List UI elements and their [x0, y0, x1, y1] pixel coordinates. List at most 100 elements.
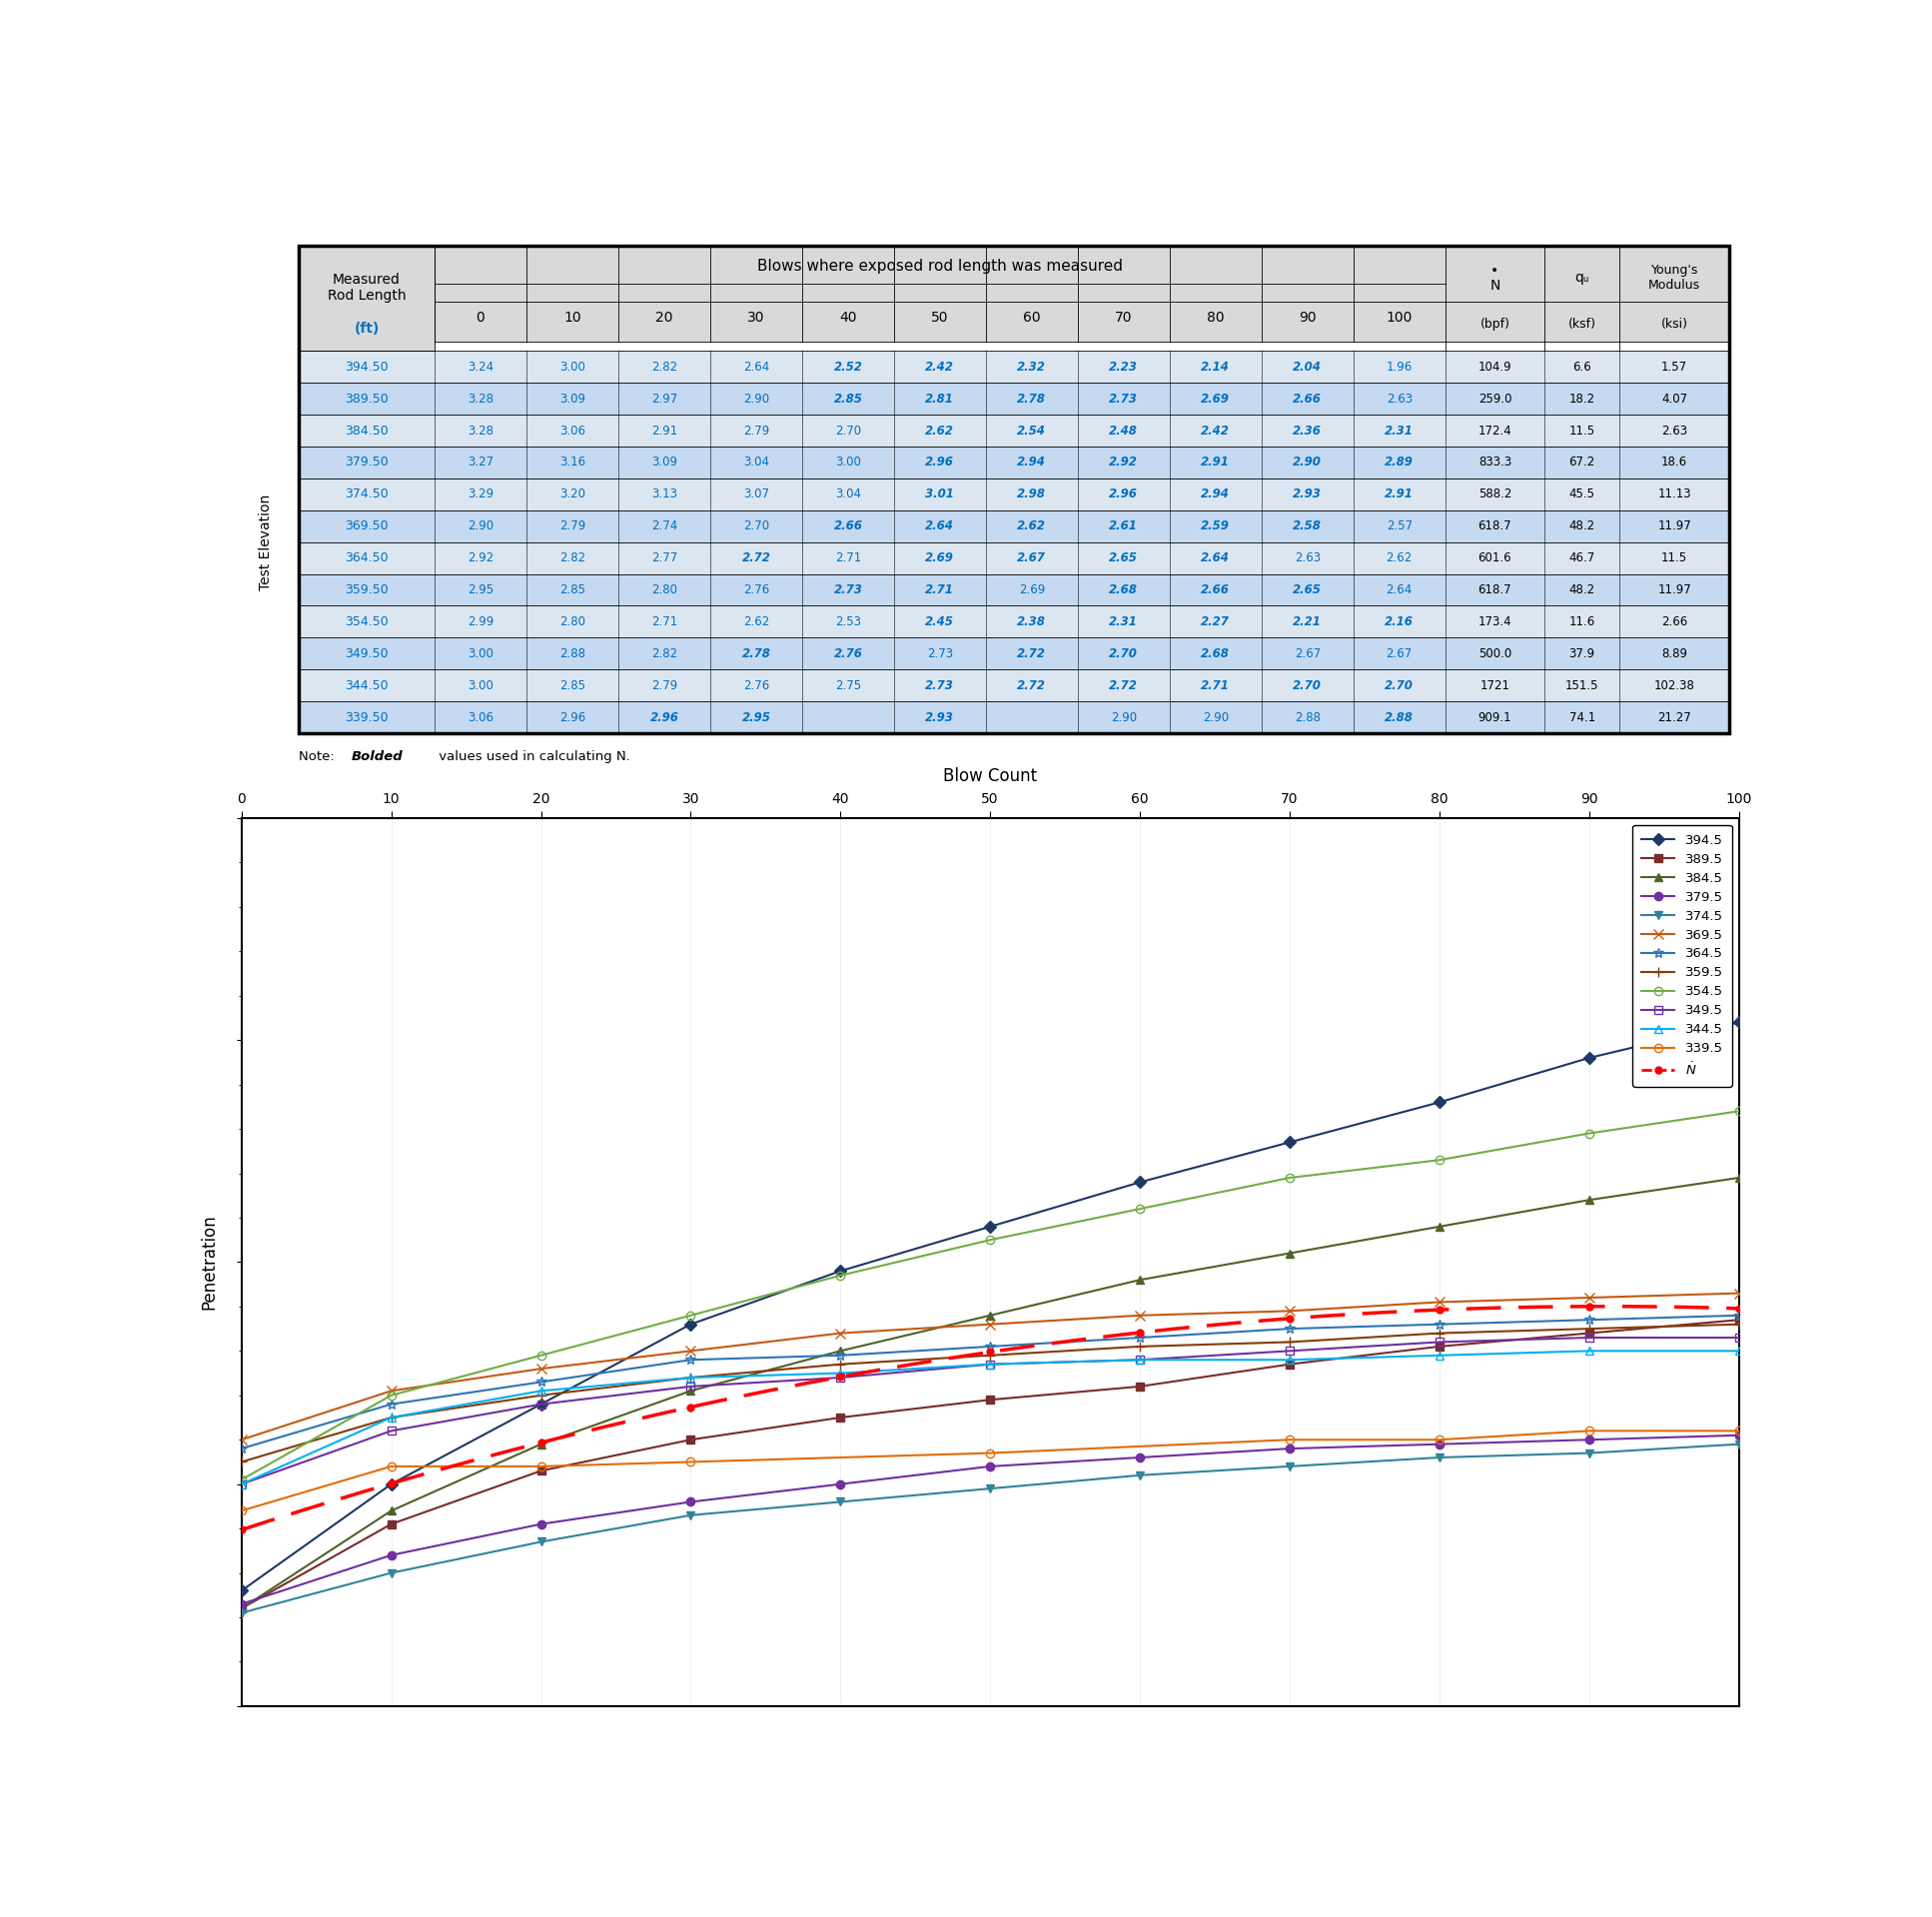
- Text: 601.6: 601.6: [1478, 552, 1511, 564]
- Text: Measured
Rod Length: Measured Rod Length: [327, 272, 406, 303]
- 364.5: [1128, 1327, 1151, 1350]
- Text: 2.82: 2.82: [651, 360, 678, 374]
- Text: 2.94: 2.94: [1202, 487, 1231, 500]
- Text: 2.52: 2.52: [833, 360, 862, 374]
- Text: 2.79: 2.79: [651, 679, 678, 692]
- 349.5: [1279, 1340, 1302, 1363]
- 359.5: [1578, 1317, 1602, 1340]
- Text: 2.74: 2.74: [651, 520, 678, 533]
- Text: 2.58: 2.58: [1293, 520, 1321, 533]
- 384.5: [680, 1380, 703, 1403]
- Text: 359.50: 359.50: [344, 583, 388, 596]
- Text: 2.71: 2.71: [835, 552, 862, 564]
- 379.5: [1428, 1432, 1451, 1455]
- 384.5: [1578, 1189, 1602, 1212]
- 384.5: [1428, 1215, 1451, 1238]
- Text: 11.6: 11.6: [1569, 615, 1596, 629]
- 364.5: [680, 1348, 703, 1371]
- 389.5: [529, 1459, 553, 1482]
- Text: 2.48: 2.48: [1109, 424, 1138, 437]
- 354.5: [680, 1304, 703, 1327]
- Bar: [299, 351, 1729, 383]
- 394.5: [1578, 1047, 1602, 1070]
- Text: 2.36: 2.36: [1293, 424, 1321, 437]
- Text: 2.66: 2.66: [833, 520, 862, 533]
- 359.5: [1727, 1313, 1750, 1336]
- Text: 2.71: 2.71: [925, 583, 954, 596]
- Text: 21.27: 21.27: [1658, 711, 1690, 725]
- Bar: [299, 383, 1729, 414]
- Text: 2.82: 2.82: [651, 648, 678, 659]
- 394.5: [230, 1580, 253, 1603]
- 369.5: [829, 1321, 852, 1344]
- 344.5: [1727, 1340, 1750, 1363]
- Text: 2.92: 2.92: [1109, 456, 1138, 470]
- 369.5: [1428, 1290, 1451, 1313]
- 344.5: [680, 1367, 703, 1390]
- 389.5: [1578, 1321, 1602, 1344]
- Text: 3.28: 3.28: [468, 424, 493, 437]
- Text: 2.62: 2.62: [1385, 552, 1412, 564]
- Text: 100: 100: [1385, 311, 1412, 324]
- Text: 2.65: 2.65: [1109, 552, 1138, 564]
- Text: Bolded: Bolded: [352, 751, 404, 763]
- Text: 10: 10: [564, 311, 582, 324]
- 354.5: [829, 1263, 852, 1286]
- Text: (ksi): (ksi): [1662, 318, 1689, 330]
- 359.5: [980, 1344, 1003, 1367]
- 369.5: [980, 1313, 1003, 1336]
- Text: 11.97: 11.97: [1658, 583, 1690, 596]
- 394.5: [1279, 1131, 1302, 1154]
- Text: 2.62: 2.62: [925, 424, 954, 437]
- 349.5: [1578, 1327, 1602, 1350]
- Text: 618.7: 618.7: [1478, 583, 1511, 596]
- 344.5: [980, 1353, 1003, 1376]
- Text: 11.13: 11.13: [1658, 487, 1690, 500]
- Line: 354.5: 354.5: [238, 1106, 1743, 1484]
- 374.5: [680, 1503, 703, 1526]
- Text: 909.1: 909.1: [1478, 711, 1511, 725]
- Text: 2.98: 2.98: [1018, 487, 1045, 500]
- Text: 2.95: 2.95: [468, 583, 493, 596]
- 389.5: [1279, 1353, 1302, 1376]
- 379.5: [230, 1593, 253, 1616]
- 389.5: [230, 1597, 253, 1620]
- Text: 6.6: 6.6: [1573, 360, 1592, 374]
- Text: 2.88: 2.88: [1294, 711, 1320, 725]
- 339.5: [680, 1451, 703, 1474]
- 359.5: [1128, 1334, 1151, 1357]
- Text: 3.00: 3.00: [468, 679, 493, 692]
- 349.5: [1128, 1348, 1151, 1371]
- Text: 151.5: 151.5: [1565, 679, 1600, 692]
- 369.5: [529, 1357, 553, 1380]
- Text: 2.62: 2.62: [1018, 520, 1045, 533]
- 359.5: [829, 1353, 852, 1376]
- 344.5: [1428, 1344, 1451, 1367]
- 389.5: [379, 1513, 404, 1536]
- Text: 2.99: 2.99: [468, 615, 493, 629]
- Text: 2.54: 2.54: [1018, 424, 1045, 437]
- Text: 588.2: 588.2: [1478, 487, 1511, 500]
- Text: 344.50: 344.50: [344, 679, 388, 692]
- Text: 2.21: 2.21: [1293, 615, 1321, 629]
- Text: 48.2: 48.2: [1569, 520, 1596, 533]
- Text: 2.90: 2.90: [1111, 711, 1136, 725]
- Text: 2.66: 2.66: [1662, 615, 1687, 629]
- Bar: [299, 414, 1729, 447]
- Text: Young's
Modulus: Young's Modulus: [1648, 265, 1700, 291]
- Text: 2.91: 2.91: [1385, 487, 1414, 500]
- Text: 46.7: 46.7: [1569, 552, 1596, 564]
- 374.5: [1578, 1442, 1602, 1465]
- Bar: [299, 638, 1729, 669]
- Legend: 394.5, 389.5, 384.5, 379.5, 374.5, 369.5, 364.5, 359.5, 354.5, 349.5, 344.5, 339: 394.5, 389.5, 384.5, 379.5, 374.5, 369.5…: [1633, 824, 1733, 1087]
- Text: 2.73: 2.73: [925, 679, 954, 692]
- Text: Blows where exposed rod length was measured: Blows where exposed rod length was measu…: [757, 259, 1122, 274]
- Text: 3.28: 3.28: [468, 393, 493, 404]
- Text: 173.4: 173.4: [1478, 615, 1511, 629]
- Text: (ft): (ft): [354, 322, 379, 335]
- 379.5: [1727, 1424, 1750, 1447]
- Line: 339.5: 339.5: [238, 1426, 1743, 1514]
- Text: 2.61: 2.61: [1109, 520, 1138, 533]
- 339.5: [980, 1442, 1003, 1465]
- Text: 2.96: 2.96: [1109, 487, 1138, 500]
